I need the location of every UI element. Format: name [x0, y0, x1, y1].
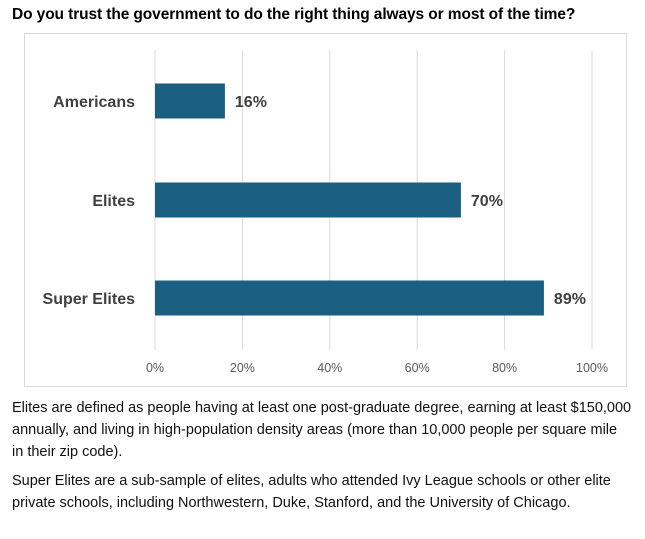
x-tick-label: 20% [230, 361, 255, 375]
x-tick-label: 100% [576, 361, 608, 375]
bar [155, 182, 461, 218]
category-label: Super Elites [43, 291, 136, 308]
x-tick-label: 60% [405, 361, 430, 375]
x-tick-label: 0% [146, 361, 164, 375]
data-label: 16% [235, 94, 267, 111]
bar-chart: 0% 20% 40% 60% 80% 100% Americans 16% Elites 70% S… [43, 50, 608, 375]
x-tick-label: 40% [317, 361, 342, 375]
elites-definition-note: Elites are defined as people having at l… [12, 400, 632, 460]
data-label: 70% [471, 193, 503, 210]
category-label: Americans [53, 94, 135, 111]
category-label: Elites [92, 193, 135, 210]
bar [155, 280, 544, 316]
super-elites-definition-note: Super Elites are a sub-sample of elites,… [12, 473, 611, 511]
chart-title: Do you trust the government to do the ri… [12, 6, 576, 23]
x-tick-label: 80% [492, 361, 517, 375]
data-label: 89% [554, 291, 586, 308]
bar [155, 83, 225, 119]
